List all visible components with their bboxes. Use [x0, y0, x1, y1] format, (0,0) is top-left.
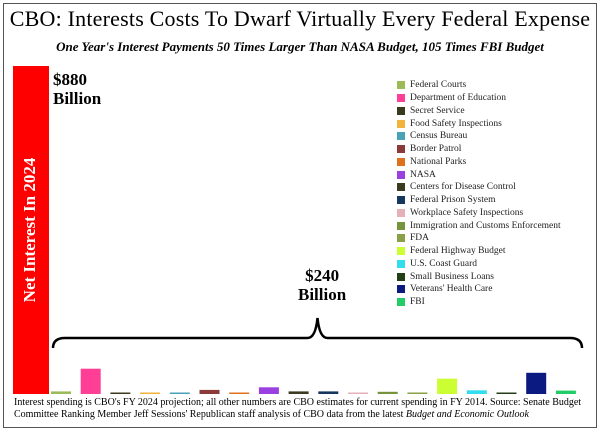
legend-label: Centers for Disease Control — [410, 182, 516, 193]
bar-fbi — [555, 390, 576, 394]
legend-swatch — [397, 157, 405, 166]
legend-item: Workplace Safety Inspections — [397, 207, 561, 220]
bar-federal-prison-system — [318, 391, 339, 394]
bar-net-interest — [13, 66, 49, 394]
legend-item: Food Safety Inspections — [397, 117, 561, 130]
footnote-text: Interest spending is CBO's FY 2024 proje… — [14, 397, 582, 420]
legend-swatch — [397, 208, 405, 217]
legend-label: National Parks — [410, 156, 467, 167]
legend-item: Veterans' Health Care — [397, 283, 561, 296]
legend-label: Food Safety Inspections — [410, 118, 502, 129]
footnote-source-title: Budget and Economic Outlook — [405, 409, 529, 420]
legend-swatch — [397, 94, 405, 103]
legend-swatch — [397, 247, 405, 256]
bar-border-patrol — [199, 389, 220, 394]
bar-immigration-and-customs-enforcement — [377, 391, 398, 394]
bar-veterans-health-care — [526, 372, 547, 394]
bar-census-bureau — [169, 392, 190, 394]
group-total-line2: Billion — [298, 285, 347, 304]
legend-item: Federal Prison System — [397, 194, 561, 207]
legend-label: Census Bureau — [410, 131, 468, 142]
group-total-label: $240 Billion — [298, 266, 346, 304]
legend-swatch — [397, 119, 405, 128]
legend-swatch — [397, 285, 405, 294]
legend-item: Centers for Disease Control — [397, 181, 561, 194]
legend-label: Federal Prison System — [410, 195, 496, 206]
legend-item: FBI — [397, 296, 561, 309]
legend-item: Federal Highway Budget — [397, 245, 561, 258]
legend: Federal Courts Department of Education Sec… — [397, 79, 561, 309]
legend-label: Workplace Safety Inspections — [410, 207, 524, 218]
bar-workplace-safety-inspections — [348, 392, 368, 394]
bar-fda — [407, 392, 428, 394]
legend-item: National Parks — [397, 156, 561, 169]
bar-national-parks — [229, 392, 250, 394]
legend-label: U.S. Coast Guard — [410, 258, 478, 269]
group-brace — [51, 317, 584, 349]
chart-subtitle: One Year's Interest Payments 50 Times La… — [56, 39, 544, 54]
interest-value-line2: Billion — [53, 89, 102, 108]
bar-secret-service — [110, 392, 131, 394]
legend-item: Immigration and Customs Enforcement — [397, 219, 561, 232]
legend-swatch — [397, 145, 405, 154]
legend-item: Secret Service — [397, 105, 561, 118]
legend-item: Small Business Loans — [397, 270, 561, 283]
legend-label: Small Business Loans — [410, 271, 494, 282]
legend-item: NASA — [397, 168, 561, 181]
bar-food-safety-inspections — [140, 392, 161, 394]
bar-federal-courts — [51, 391, 71, 394]
legend-label: Border Patrol — [410, 144, 462, 155]
legend-label: Secret Service — [410, 105, 465, 116]
legend-swatch — [397, 221, 405, 230]
legend-item: Border Patrol — [397, 143, 561, 156]
legend-swatch — [397, 106, 405, 115]
group-total-line1: $240 — [305, 266, 340, 285]
bar-centers-for-disease-control — [288, 391, 309, 394]
chart-title: CBO: Interests Costs To Dwarf Virtually … — [9, 6, 591, 31]
legend-swatch — [397, 132, 405, 141]
legend-swatch — [397, 196, 405, 205]
legend-item: Federal Courts — [397, 79, 561, 92]
legend-item: Census Bureau — [397, 130, 561, 143]
chart-frame — [3, 3, 597, 428]
interest-value-label: $880 Billion — [53, 70, 101, 108]
legend-swatch — [397, 170, 405, 179]
legend-item: FDA — [397, 232, 561, 245]
legend-item: U.S. Coast Guard — [397, 258, 561, 271]
bar-small-business-loans — [496, 392, 517, 394]
legend-label: FDA — [410, 233, 430, 244]
legend-label: Department of Education — [410, 93, 507, 104]
legend-item: Department of Education — [397, 92, 561, 105]
bar-federal-highway-budget — [437, 378, 458, 394]
legend-swatch — [397, 259, 405, 268]
bar-nasa — [258, 387, 279, 394]
legend-swatch — [397, 298, 405, 307]
legend-swatch — [397, 272, 405, 281]
footnote: Interest spending is CBO's FY 2024 proje… — [14, 397, 589, 421]
interest-bar-label: Net Interest In 2024 — [20, 157, 39, 302]
legend-label: Federal Highway Budget — [410, 246, 506, 257]
legend-label: Veterans' Health Care — [410, 284, 493, 295]
legend-label: Immigration and Customs Enforcement — [410, 220, 561, 231]
legend-swatch — [397, 234, 405, 243]
legend-label: FBI — [410, 297, 425, 308]
legend-swatch — [397, 183, 405, 192]
legend-swatch — [397, 81, 405, 90]
bar-department-of-education — [80, 368, 101, 394]
interest-value-line1: $880 — [53, 70, 87, 89]
legend-label: NASA — [410, 169, 436, 180]
legend-label: Federal Courts — [410, 80, 467, 91]
bar-u-s-coast-guard — [466, 390, 487, 394]
